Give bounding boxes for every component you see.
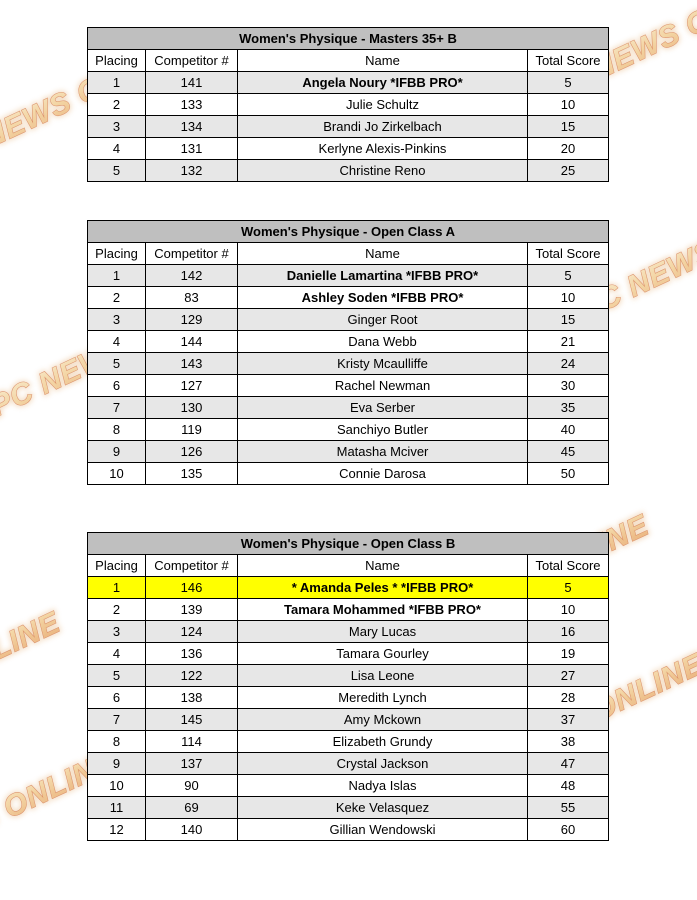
svg-text:NPC NEWS ONLINE: NPC NEWS ONLINE <box>0 606 65 762</box>
svg-text:NPC NEWS ONLINE: NPC NEWS ONLINE <box>0 606 65 762</box>
